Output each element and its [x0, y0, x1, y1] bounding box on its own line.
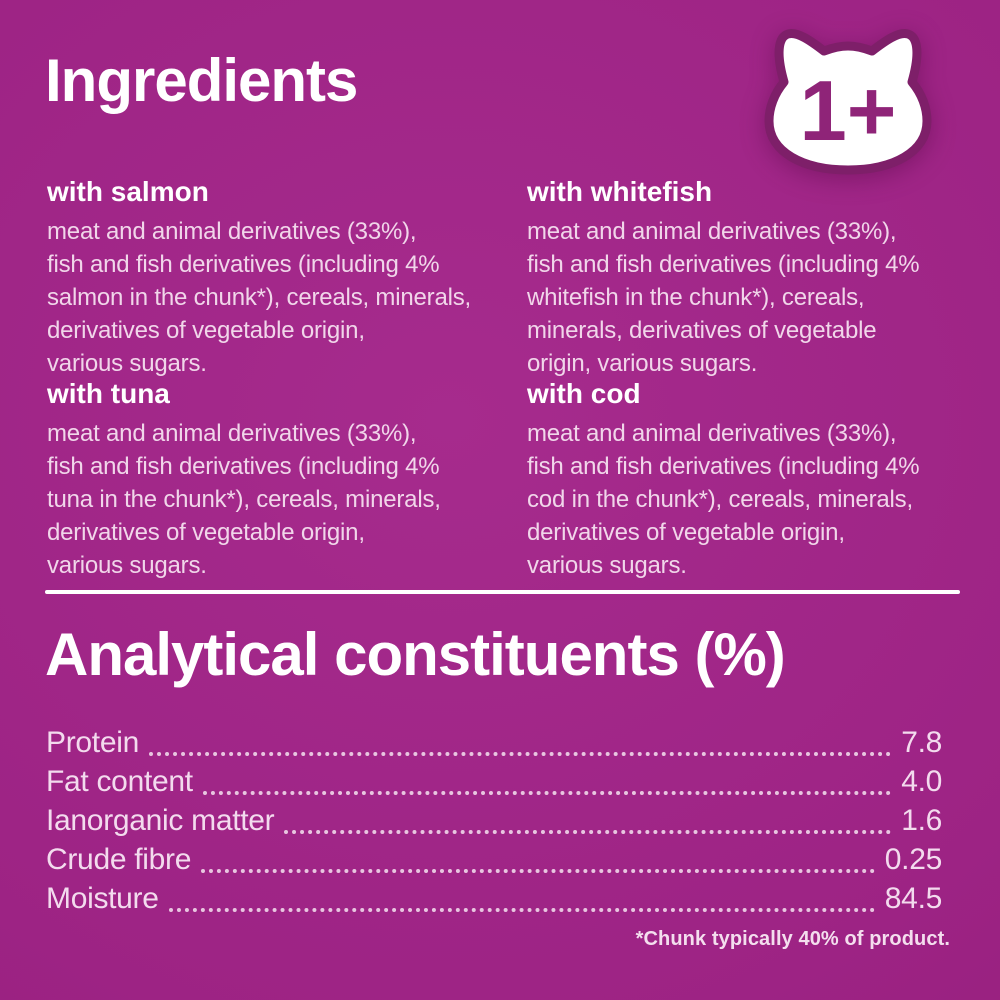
row-label: Moisture [46, 882, 159, 915]
dotted-leader [201, 869, 875, 873]
variant-tuna: with tuna meat and animal derivatives (3… [47, 378, 497, 582]
variant-name: with whitefish [527, 176, 713, 207]
cat-head-icon: 1+ [764, 28, 932, 175]
row-label: Ianorganic matter [46, 804, 275, 837]
variant-description: meat and animal derivatives (33%), fish … [47, 420, 441, 580]
dotted-leader [284, 830, 892, 834]
variant-name: with salmon [47, 176, 209, 207]
row-value: 7.8 [901, 726, 942, 759]
chunk-footnote: *Chunk typically 40% of product. [635, 928, 950, 950]
table-row-moisture: Moisture 84.5 [46, 882, 942, 921]
row-label: Fat content [46, 765, 193, 798]
row-value: 1.6 [901, 804, 942, 837]
variant-cod: with cod meat and animal derivatives (33… [527, 378, 977, 582]
table-row-crude-fibre: Crude fibre 0.25 [46, 843, 942, 882]
analytical-constituents-heading: Analytical constituents (%) [45, 621, 786, 688]
dotted-leader [148, 752, 892, 756]
variant-name: with cod [527, 378, 641, 409]
analytical-constituents-table: Protein 7.8 Fat content 4.0 Ianorganic m… [46, 726, 942, 921]
variant-description: meat and animal derivatives (33%), fish … [47, 218, 471, 378]
variant-description: meat and animal derivatives (33%), fish … [527, 218, 920, 378]
variant-description: meat and animal derivatives (33%), fish … [527, 420, 920, 580]
row-label: Crude fibre [46, 843, 192, 876]
row-label: Protein [46, 726, 139, 759]
table-row-inorganic-matter: Ianorganic matter 1.6 [46, 804, 942, 843]
variant-name: with tuna [47, 378, 170, 409]
table-row-protein: Protein 7.8 [46, 726, 942, 765]
variant-whitefish: with whitefish meat and animal derivativ… [527, 176, 977, 380]
dotted-leader [202, 791, 892, 795]
age-badge-text: 1+ [800, 64, 897, 159]
age-badge: 1+ [750, 24, 946, 176]
table-row-fat-content: Fat content 4.0 [46, 765, 942, 804]
section-divider [45, 590, 960, 594]
row-value: 4.0 [901, 765, 942, 798]
variant-salmon: with salmon meat and animal derivatives … [47, 176, 497, 380]
dotted-leader [168, 908, 875, 912]
row-value: 0.25 [884, 843, 943, 876]
ingredients-heading: Ingredients [45, 47, 358, 114]
row-value: 84.5 [884, 882, 943, 915]
